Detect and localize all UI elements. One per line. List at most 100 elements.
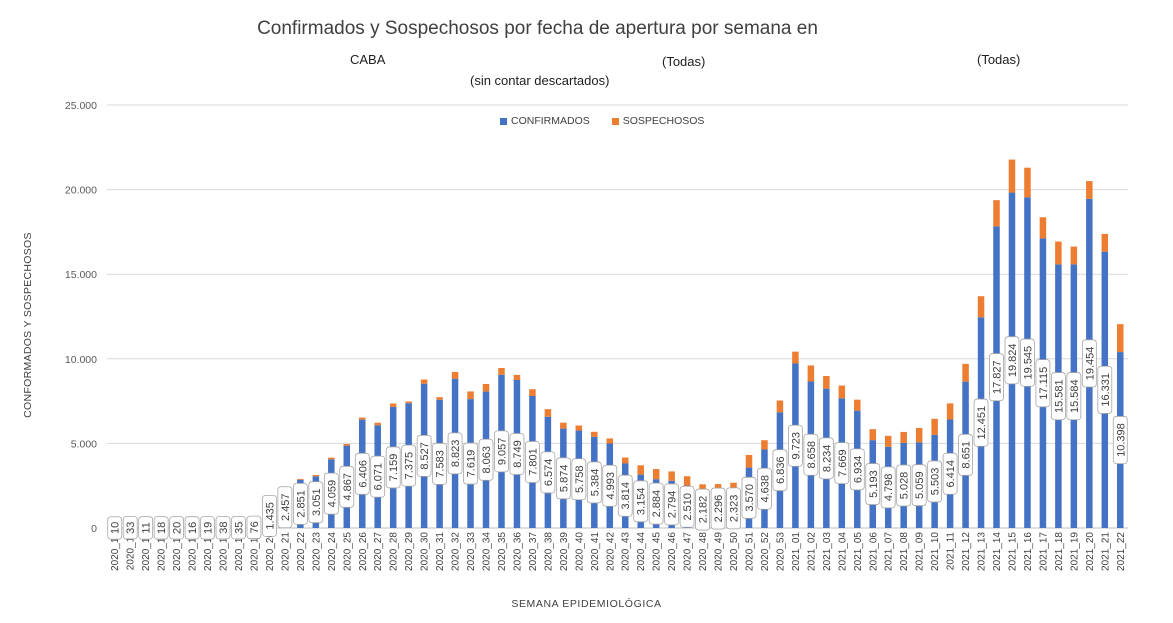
x-tick-label: 2021_19 <box>1069 532 1080 571</box>
x-tick-label: 2020_35 <box>497 532 508 571</box>
data-label-box <box>648 482 664 525</box>
data-label: 8.823 <box>447 432 463 475</box>
data-label-box <box>540 451 556 494</box>
data-label-text: 38 <box>218 522 230 534</box>
data-label-text: 3.051 <box>311 488 323 516</box>
data-label: 6.071 <box>370 455 386 498</box>
bar-sospechosos <box>668 471 675 481</box>
x-tick-label: 2020_24 <box>327 532 338 571</box>
bar-sospechosos <box>374 422 381 426</box>
data-label-box <box>772 449 788 492</box>
x-tick-label: 2020_31 <box>435 532 446 571</box>
data-label-text: 11 <box>141 522 153 533</box>
x-tick-label: 2020_10 <box>110 532 121 571</box>
data-label-box <box>107 516 123 540</box>
legend-item-confirmados: CONFIRMADOS <box>500 115 590 127</box>
data-label-box <box>710 487 726 530</box>
data-label-text: 8.749 <box>512 440 524 468</box>
data-label-box <box>478 438 494 481</box>
data-label-text: 3.154 <box>636 488 648 516</box>
data-label-text: 4.993 <box>605 472 617 500</box>
filter-todas-2: (Todas) <box>977 52 1021 67</box>
data-label-box <box>602 464 618 507</box>
data-label: 2.884 <box>648 482 664 525</box>
data-label-text: 16 <box>187 522 199 534</box>
x-tick-label: 2021_05 <box>853 532 864 571</box>
bar-sospechosos <box>297 478 304 480</box>
data-label: 7.583 <box>432 442 447 485</box>
bar-sospechosos <box>359 417 366 420</box>
data-label-text: 5.059 <box>914 471 926 499</box>
data-label-box <box>1081 339 1097 388</box>
x-tick-label: 2020_40 <box>574 532 585 571</box>
data-label-text: 6.574 <box>543 459 555 487</box>
data-label: 17.827 <box>989 353 1004 402</box>
data-label: 15.584 <box>1066 372 1082 421</box>
bar-sospechosos <box>389 403 397 407</box>
data-label: 10.398 <box>1112 416 1128 465</box>
data-label-text: 5.193 <box>868 470 880 498</box>
data-label: 2.457 <box>277 486 293 529</box>
bar-sospechosos <box>637 465 644 475</box>
data-label-text: 8.063 <box>481 446 493 474</box>
data-label-text: 7.159 <box>388 454 400 482</box>
data-label-text: 8.527 <box>419 442 431 470</box>
data-label-text: 1.435 <box>264 502 276 530</box>
data-label-box <box>726 487 741 530</box>
data-label-text: 6.836 <box>775 456 787 484</box>
data-label-text: 2.794 <box>667 491 679 519</box>
bar-sospechosos <box>606 438 614 444</box>
bar-sospechosos <box>714 484 722 490</box>
data-label-box <box>757 467 772 510</box>
data-label-text: 15.581 <box>1053 379 1065 413</box>
data-label-text: 76 <box>249 521 261 533</box>
data-label-text: 9.057 <box>496 438 508 466</box>
x-tick-label: 2020_25 <box>342 532 353 571</box>
y-tick-label: 25.000 <box>65 100 97 112</box>
data-label-text: 19.454 <box>1084 347 1096 381</box>
data-label: 19.824 <box>1004 336 1020 385</box>
data-label: 38 <box>215 516 231 540</box>
bar-sospechosos <box>838 385 846 399</box>
x-tick-label: 2020_12 <box>141 532 152 571</box>
data-label-box <box>818 437 834 480</box>
legend-label-confirmados: CONFIRMADOS <box>511 115 590 127</box>
bar-sospechosos <box>730 482 737 489</box>
bar-sospechosos <box>1039 217 1047 239</box>
bar-sospechosos <box>854 399 861 411</box>
data-label-text: 35 <box>233 522 245 534</box>
x-tick-label: 2020_11 <box>126 532 137 571</box>
data-label-box <box>834 442 850 485</box>
data-label: 8.234 <box>818 437 834 480</box>
bar-sospechosos <box>1070 246 1078 265</box>
data-label-text: 4.798 <box>883 474 895 502</box>
bar-sospechosos <box>1024 167 1031 198</box>
x-axis-label: SEMANA EPIDEMIOLÓGICA <box>511 598 662 610</box>
data-label: 8.658 <box>803 433 819 476</box>
x-tick-label: 2021_18 <box>1054 532 1065 571</box>
data-label-box <box>401 444 417 487</box>
x-tick-label: 2020_45 <box>652 532 663 571</box>
bar-sospechosos <box>482 383 490 392</box>
x-tick-label: 2020_20 <box>265 532 276 571</box>
x-tick-label: 2021_21 <box>1100 532 1111 571</box>
data-label-text: 19.824 <box>1007 343 1019 377</box>
data-label-box <box>942 452 958 495</box>
data-label: 19 <box>200 516 215 540</box>
data-label-box <box>679 485 695 528</box>
data-label: 19.545 <box>1020 338 1035 387</box>
data-label: 19.454 <box>1081 339 1097 388</box>
bar-sospechosos <box>529 389 536 397</box>
data-label: 17.115 <box>1035 359 1051 408</box>
x-tick-label: 2021_22 <box>1116 532 1127 571</box>
data-label-text: 20 <box>172 522 184 534</box>
data-label-box <box>973 398 989 447</box>
bar-sospechosos <box>1117 324 1124 353</box>
x-tick-label: 2020_30 <box>420 532 431 571</box>
data-label: 5.059 <box>911 464 927 507</box>
data-label-text: 6.071 <box>373 463 385 491</box>
data-label: 2.323 <box>726 487 741 530</box>
data-label-text: 16.331 <box>1100 373 1112 407</box>
y-tick-label: 0 <box>91 523 97 535</box>
